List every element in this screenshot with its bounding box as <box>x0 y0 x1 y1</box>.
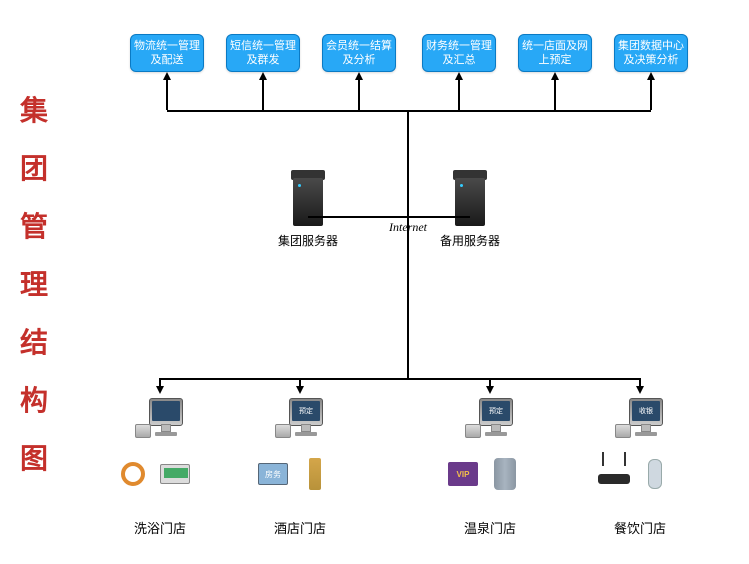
server-link-line <box>308 216 470 218</box>
diagram-title: 集 团 管 理 结 构 图 <box>18 82 50 488</box>
connector-line <box>262 78 264 110</box>
title-char: 管 <box>18 198 50 256</box>
function-box: 短信统一管理及群发 <box>226 34 300 72</box>
device-wrist-icon <box>118 460 148 488</box>
arrow-down-icon <box>296 386 304 394</box>
device-vip-icon: VIP <box>448 460 478 488</box>
title-char: 图 <box>18 430 50 488</box>
title-char: 理 <box>18 256 50 314</box>
store-label: 温泉门店 <box>455 518 525 537</box>
connector-line <box>358 78 360 110</box>
connector-line <box>650 78 652 110</box>
device-remote-icon <box>640 460 670 488</box>
function-box: 统一店面及网上预定 <box>518 34 592 72</box>
store-label: 洗浴门店 <box>125 518 195 537</box>
title-char: 团 <box>18 140 50 198</box>
connector-line <box>166 78 168 110</box>
connector-line <box>554 78 556 110</box>
server-label: 集团服务器 <box>273 232 343 249</box>
device-pad-icon <box>160 460 190 488</box>
device-cyl-icon <box>490 460 520 488</box>
device-card-icon: 房务 <box>258 460 288 488</box>
function-box: 物流统一管理及配送 <box>130 34 204 72</box>
arrow-down-icon <box>156 386 164 394</box>
arrow-down-icon <box>636 386 644 394</box>
internet-label: Internet <box>384 220 432 235</box>
bus-top-line <box>167 110 651 112</box>
server-icon <box>451 170 489 232</box>
title-char: 结 <box>18 314 50 372</box>
store-label: 酒店门店 <box>265 518 335 537</box>
terminal-icon: 预定 <box>275 398 325 446</box>
function-box: 会员统一结算及分析 <box>322 34 396 72</box>
terminal-icon: 收银 <box>615 398 665 446</box>
function-box: 集团数据中心及决策分析 <box>614 34 688 72</box>
title-char: 构 <box>18 372 50 430</box>
terminal-icon: 预定 <box>465 398 515 446</box>
connector-line <box>458 78 460 110</box>
server-icon <box>289 170 327 232</box>
title-char: 集 <box>18 82 50 140</box>
arrow-down-icon <box>486 386 494 394</box>
function-box: 财务统一管理及汇总 <box>422 34 496 72</box>
device-lock-icon <box>300 460 330 488</box>
terminal-icon <box>135 398 185 446</box>
server-label: 备用服务器 <box>435 232 505 249</box>
store-label: 餐饮门店 <box>605 518 675 537</box>
trunk-line <box>407 110 409 378</box>
bus-bottom-line <box>160 378 640 380</box>
device-router-icon <box>598 460 628 488</box>
